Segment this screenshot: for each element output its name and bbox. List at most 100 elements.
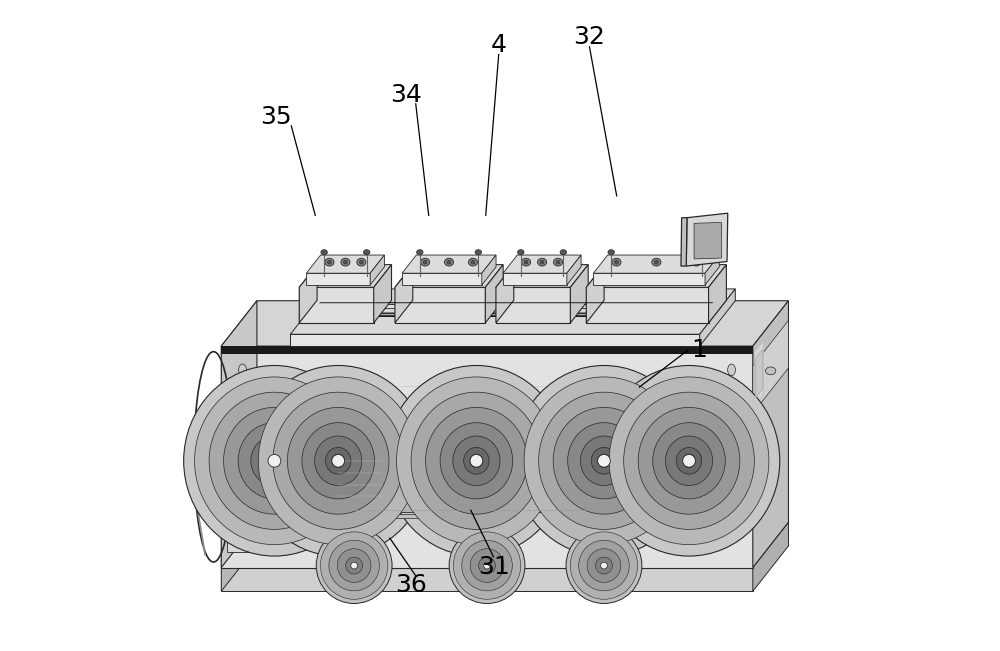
- Ellipse shape: [411, 392, 542, 529]
- Polygon shape: [402, 255, 496, 273]
- Ellipse shape: [608, 249, 614, 255]
- Polygon shape: [395, 287, 485, 323]
- Polygon shape: [586, 265, 726, 287]
- Ellipse shape: [440, 422, 513, 499]
- Ellipse shape: [683, 454, 695, 467]
- Ellipse shape: [386, 365, 567, 556]
- Ellipse shape: [321, 249, 327, 255]
- Ellipse shape: [332, 454, 345, 467]
- Ellipse shape: [268, 454, 281, 467]
- Ellipse shape: [346, 557, 363, 574]
- Ellipse shape: [287, 408, 389, 514]
- Polygon shape: [402, 273, 482, 285]
- Ellipse shape: [224, 408, 325, 514]
- Polygon shape: [338, 501, 604, 512]
- Ellipse shape: [363, 249, 370, 255]
- Ellipse shape: [184, 365, 365, 556]
- Polygon shape: [755, 340, 764, 407]
- Ellipse shape: [453, 532, 521, 600]
- Ellipse shape: [470, 549, 504, 583]
- Ellipse shape: [598, 454, 610, 467]
- Text: 35: 35: [261, 105, 292, 129]
- Polygon shape: [221, 301, 257, 568]
- Ellipse shape: [765, 367, 776, 375]
- Polygon shape: [496, 287, 570, 323]
- Ellipse shape: [239, 364, 246, 376]
- Polygon shape: [381, 451, 382, 505]
- Ellipse shape: [579, 540, 629, 591]
- Ellipse shape: [320, 532, 388, 600]
- Ellipse shape: [598, 365, 780, 556]
- Polygon shape: [306, 273, 370, 285]
- Ellipse shape: [683, 454, 695, 467]
- Ellipse shape: [556, 260, 560, 264]
- Polygon shape: [586, 265, 604, 323]
- Ellipse shape: [475, 249, 482, 255]
- Ellipse shape: [580, 436, 628, 486]
- Ellipse shape: [479, 557, 495, 574]
- Polygon shape: [756, 350, 762, 398]
- Ellipse shape: [468, 258, 478, 266]
- Ellipse shape: [357, 258, 366, 266]
- Ellipse shape: [553, 408, 655, 514]
- Ellipse shape: [596, 557, 612, 574]
- Ellipse shape: [337, 549, 371, 583]
- Ellipse shape: [638, 408, 740, 514]
- Ellipse shape: [328, 260, 331, 264]
- Ellipse shape: [315, 436, 362, 486]
- Ellipse shape: [728, 419, 735, 431]
- Polygon shape: [753, 320, 788, 413]
- Ellipse shape: [329, 540, 379, 591]
- Ellipse shape: [560, 249, 567, 255]
- Polygon shape: [395, 265, 413, 323]
- Ellipse shape: [624, 392, 754, 529]
- Polygon shape: [534, 317, 539, 323]
- Polygon shape: [227, 536, 258, 552]
- Ellipse shape: [464, 447, 489, 474]
- Ellipse shape: [698, 249, 705, 255]
- Text: 36: 36: [395, 573, 427, 597]
- Ellipse shape: [359, 260, 363, 264]
- Polygon shape: [395, 265, 503, 287]
- Ellipse shape: [325, 258, 334, 266]
- Ellipse shape: [539, 392, 669, 529]
- Polygon shape: [221, 522, 257, 591]
- Polygon shape: [686, 213, 728, 266]
- Ellipse shape: [591, 447, 617, 474]
- Ellipse shape: [518, 249, 524, 255]
- Ellipse shape: [239, 419, 246, 431]
- Ellipse shape: [262, 447, 287, 474]
- Ellipse shape: [351, 562, 358, 569]
- Ellipse shape: [471, 260, 475, 264]
- Text: 31: 31: [478, 555, 509, 579]
- Ellipse shape: [449, 528, 525, 603]
- Ellipse shape: [332, 454, 345, 467]
- Ellipse shape: [587, 549, 621, 583]
- Polygon shape: [221, 522, 788, 568]
- Text: 4: 4: [491, 33, 507, 57]
- Ellipse shape: [238, 422, 311, 499]
- Polygon shape: [438, 317, 444, 323]
- Ellipse shape: [553, 258, 563, 266]
- Polygon shape: [299, 265, 317, 323]
- Polygon shape: [299, 265, 392, 287]
- Ellipse shape: [568, 422, 640, 499]
- Ellipse shape: [302, 422, 375, 499]
- Text: 32: 32: [574, 25, 605, 49]
- Polygon shape: [343, 312, 701, 314]
- Polygon shape: [338, 514, 487, 518]
- Ellipse shape: [209, 392, 340, 529]
- Ellipse shape: [728, 364, 735, 376]
- Polygon shape: [482, 255, 496, 285]
- Polygon shape: [290, 334, 700, 346]
- Polygon shape: [221, 301, 788, 346]
- Ellipse shape: [484, 562, 490, 569]
- Text: 34: 34: [390, 83, 422, 107]
- Text: 1: 1: [692, 338, 708, 362]
- Ellipse shape: [195, 377, 354, 545]
- Ellipse shape: [445, 258, 454, 266]
- Polygon shape: [496, 265, 514, 323]
- Ellipse shape: [397, 377, 556, 545]
- Polygon shape: [753, 522, 788, 591]
- Ellipse shape: [566, 528, 642, 603]
